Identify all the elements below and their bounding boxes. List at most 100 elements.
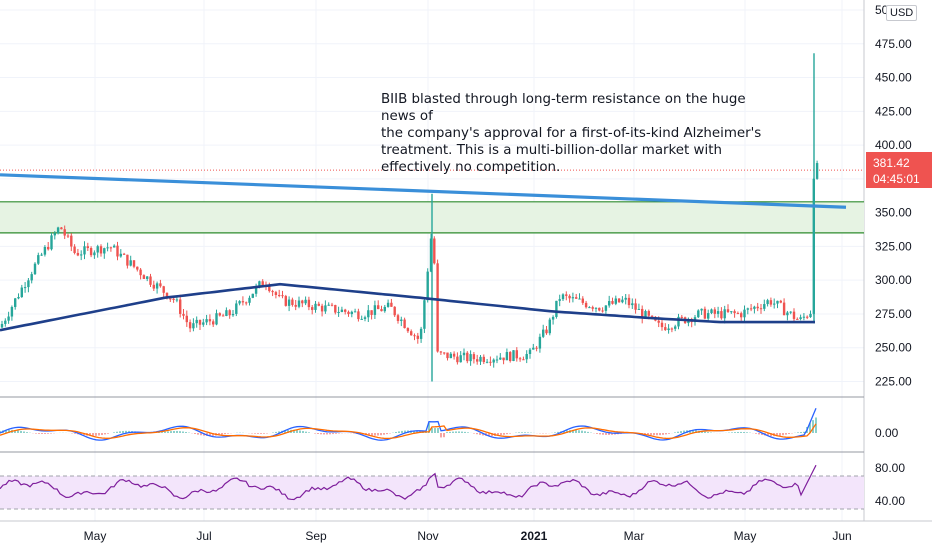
candle-body <box>792 311 796 319</box>
candle-body <box>390 302 393 307</box>
candle-body <box>113 245 116 248</box>
candle-body <box>228 310 231 316</box>
candle-body <box>707 313 710 319</box>
candle-body <box>301 300 304 304</box>
candle-body <box>53 233 56 236</box>
price-tick-label: 225.00 <box>875 374 912 388</box>
price-tick-label: 300.00 <box>875 273 912 287</box>
moving-average-line[interactable] <box>0 282 815 332</box>
currency-label[interactable]: USD <box>886 5 918 21</box>
candle-body <box>238 301 241 304</box>
candle-body <box>710 309 713 314</box>
analysis-annotation[interactable]: BIIB blasted through long-term resistanc… <box>381 92 762 175</box>
candle-body <box>363 317 367 319</box>
time-tick-label: Sep <box>305 529 327 543</box>
candle-body <box>116 245 119 257</box>
bar-countdown: 04:45:01 <box>873 172 920 186</box>
candle-body <box>103 248 106 254</box>
rsi-tick-label: 80.00 <box>875 461 905 475</box>
candle-body <box>410 331 413 336</box>
candle-body <box>337 311 340 313</box>
price-tick-label: 450.00 <box>875 71 912 85</box>
candle-body <box>657 320 660 323</box>
candle-body <box>271 291 274 293</box>
candle-body <box>449 353 452 359</box>
candle-body <box>129 260 132 266</box>
candle-body <box>756 306 759 309</box>
candle-body <box>716 311 720 314</box>
candle-body <box>208 319 212 322</box>
candle-body <box>40 254 43 256</box>
candle-body <box>373 305 377 315</box>
candle-body <box>456 356 459 363</box>
candle-body <box>14 298 17 307</box>
candle-body <box>149 276 152 285</box>
candle-body <box>631 303 634 306</box>
candle-body <box>96 246 99 253</box>
candle-body <box>509 352 512 362</box>
candle-body <box>660 322 664 328</box>
candle-body <box>126 254 129 266</box>
candle-body <box>634 303 637 310</box>
candle-body <box>198 319 202 325</box>
candle-body <box>443 352 446 354</box>
candle-body <box>172 298 175 300</box>
candle-body <box>251 293 254 298</box>
candle-body <box>433 238 436 264</box>
candle-body <box>670 328 674 330</box>
time-tick-label: Jul <box>196 529 211 543</box>
candle-body <box>512 350 515 362</box>
oscillator-line-slow <box>0 423 817 440</box>
candle-body <box>769 300 773 305</box>
candle-body <box>641 308 644 319</box>
candle-body <box>287 299 291 306</box>
candle-body <box>528 349 532 355</box>
price-tick-label: 350.00 <box>875 206 912 220</box>
time-axis-labels: May Jul Sep Nov 2021 Mar May Jun <box>84 529 852 543</box>
candle-body <box>334 305 337 313</box>
last-price-badge: 381.42 04:45:01 <box>866 152 932 188</box>
candle-body <box>601 310 604 312</box>
candle-body <box>627 297 631 306</box>
resistance-trendline[interactable] <box>0 173 847 209</box>
candle-body <box>311 307 314 310</box>
time-tick-label: 2021 <box>521 529 548 543</box>
oscillator-tick-label: 0.00 <box>875 426 899 440</box>
candle-body <box>119 253 122 257</box>
candle-body <box>340 309 344 312</box>
candle-body <box>575 297 578 299</box>
candle-body <box>406 328 410 332</box>
rsi-tick-label: 40.00 <box>875 494 905 508</box>
candle-body <box>37 255 40 264</box>
candle-body <box>476 359 479 362</box>
candle-body <box>370 310 373 315</box>
time-tick-label: Nov <box>417 529 438 543</box>
candle-body <box>647 311 650 316</box>
candle-body <box>330 304 334 306</box>
candle-body <box>664 327 667 331</box>
candle-body <box>47 246 50 250</box>
candle-body <box>551 316 555 320</box>
candle-body <box>192 323 195 329</box>
price-tick-label: 475.00 <box>875 37 912 51</box>
candle-body <box>76 252 80 256</box>
candle-body <box>294 304 297 307</box>
candle-body <box>142 275 146 279</box>
candle-body <box>7 316 10 321</box>
candle-body <box>594 307 598 309</box>
candle-body <box>268 285 271 292</box>
candle-body <box>667 328 670 331</box>
candle-body <box>89 248 93 256</box>
candle-body <box>109 247 113 249</box>
candle-body <box>485 361 489 363</box>
candle-body <box>235 303 238 314</box>
candle-body <box>604 305 608 311</box>
candle-body <box>532 347 535 350</box>
candle-body <box>152 284 155 289</box>
candle-body <box>179 299 182 314</box>
candle-body <box>733 311 736 314</box>
candle-body <box>317 303 320 306</box>
candle-body <box>429 238 433 272</box>
candle-body <box>436 263 439 352</box>
